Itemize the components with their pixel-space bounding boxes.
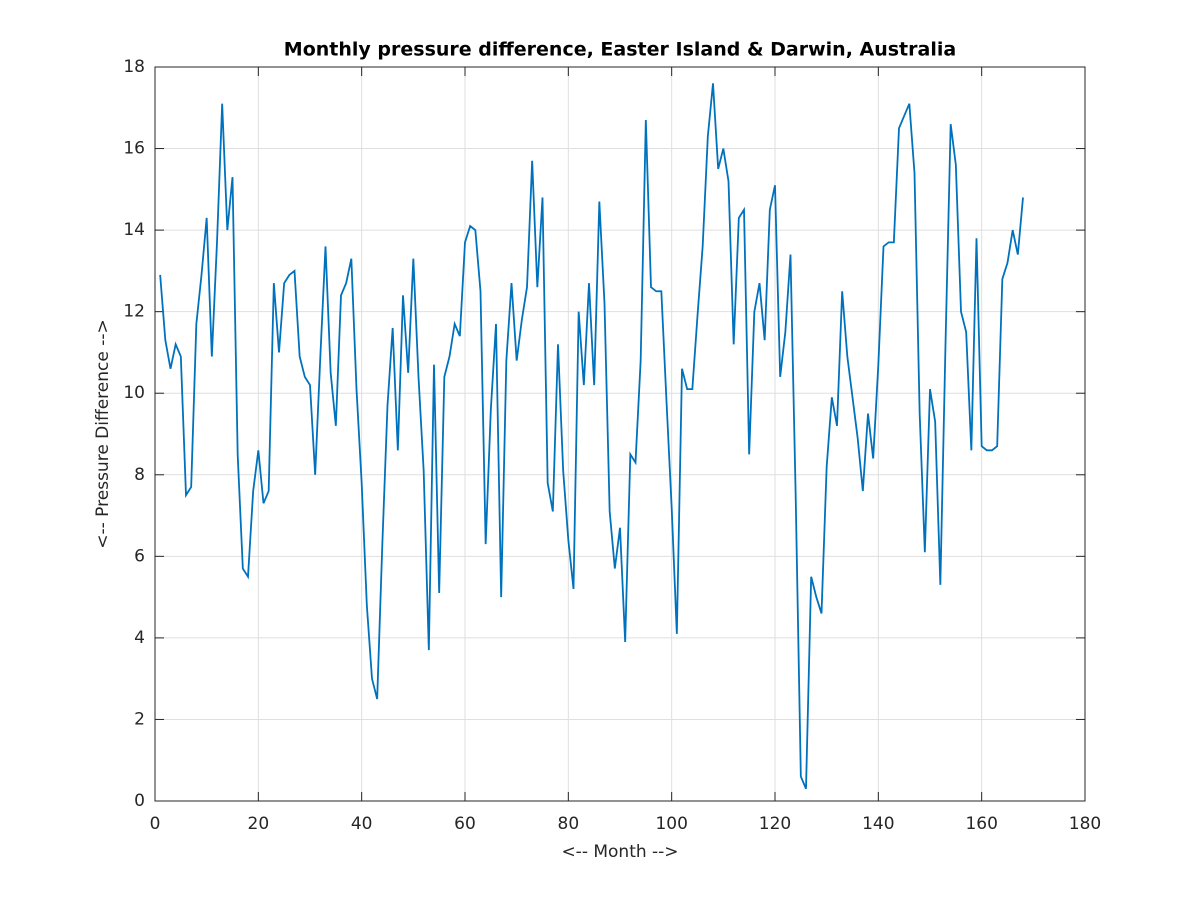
x-tick-label: 100 bbox=[655, 814, 687, 834]
y-tick-label: 2 bbox=[134, 709, 145, 729]
x-tick-label: 40 bbox=[351, 814, 373, 834]
y-tick-label: 16 bbox=[123, 139, 145, 159]
data-line bbox=[159, 83, 1024, 790]
x-tick-label: 60 bbox=[454, 814, 476, 834]
x-axis-label: <-- Month --> bbox=[561, 842, 678, 862]
y-tick-label: 4 bbox=[134, 628, 145, 648]
plot-frame bbox=[154, 66, 1086, 802]
x-tick-label: 160 bbox=[965, 814, 997, 834]
x-tick-label: 20 bbox=[248, 814, 270, 834]
y-tick-label: 18 bbox=[123, 57, 145, 77]
y-tick-label: 10 bbox=[123, 383, 145, 403]
x-tick-label: 0 bbox=[150, 814, 161, 834]
y-tick-label: 8 bbox=[134, 465, 145, 485]
x-tick-label: 80 bbox=[558, 814, 580, 834]
y-tick-label: 0 bbox=[134, 791, 145, 811]
x-tick-label: 140 bbox=[862, 814, 894, 834]
y-tick-label: 6 bbox=[134, 546, 145, 566]
y-tick-label: 14 bbox=[123, 220, 145, 240]
x-tick-label: 180 bbox=[1069, 814, 1101, 834]
y-tick-label: 12 bbox=[123, 302, 145, 322]
x-tick-label: 120 bbox=[759, 814, 791, 834]
y-axis-label: <-- Pressure Difference --> bbox=[93, 319, 113, 548]
chart-title: Monthly pressure difference, Easter Isla… bbox=[284, 39, 956, 61]
